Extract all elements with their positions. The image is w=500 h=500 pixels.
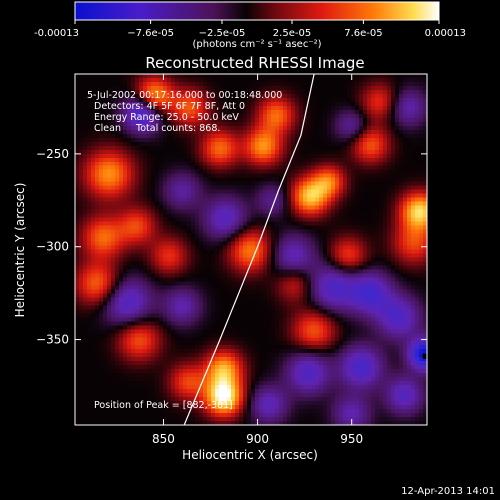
colorbar-tick-label: 7.6e-05 <box>344 28 382 39</box>
colorbar: -0.00013 −7.6e-05 −2.5e-05 2.5e-05 7.6e-05 0.… <box>34 1 466 50</box>
x-tick-label: 950 <box>340 432 363 446</box>
annotation-peak-position: Position of Peak = [882,-381] <box>94 400 233 411</box>
y-tick-label: −300 <box>36 240 69 254</box>
colorbar-tick-label: 0.00013 <box>425 28 466 39</box>
minimum-marker <box>422 353 427 359</box>
colorbar-tick-label: -0.00013 <box>34 28 79 39</box>
annotations: 5-Jul-2002 00:17:16.000 to 00:18:48.000 … <box>87 90 282 411</box>
y-tick-label: −250 <box>36 147 69 161</box>
colorbar-tick-label: 2.5e-05 <box>273 28 311 39</box>
footer-timestamp: 12-Apr-2013 14:01 <box>401 486 495 497</box>
y-axis: −250 −300 −350 <box>36 147 427 347</box>
heatmap-container <box>75 74 427 425</box>
colorbar-ticks: -0.00013 −7.6e-05 −2.5e-05 2.5e-05 7.6e-05 0.… <box>34 20 466 39</box>
y-tick-label: −350 <box>36 333 69 347</box>
x-tick-label: 900 <box>246 432 269 446</box>
x-axis: 850 900 950 <box>152 74 363 446</box>
x-tick-label: 850 <box>152 432 175 446</box>
annotation-energy-range: Energy Range: 25.0 - 50.0 keV <box>94 112 239 123</box>
colorbar-gradient <box>74 1 440 21</box>
x-axis-label: Heliocentric X (arcsec) <box>182 448 318 462</box>
annotation-clean-counts: Clean Total counts: 868. <box>94 123 220 134</box>
colorbar-tick-label: −7.6e-05 <box>127 28 174 39</box>
colorbar-tick-label: −2.5e-05 <box>199 28 246 39</box>
heatmap-image <box>75 74 427 425</box>
colorbar-unit-label: (photons cm⁻² s⁻¹ asec⁻²) <box>192 39 321 50</box>
y-axis-label: Heliocentric Y (arcsec) <box>13 183 27 318</box>
plot-frame <box>74 73 428 426</box>
solar-limb-curve <box>183 74 315 425</box>
chart-title: Reconstructed RHESSI Image <box>145 54 364 72</box>
annotation-detectors: Detectors: 4F 5F 6F 7F 8F, Att 0 <box>94 101 245 112</box>
annotation-time-range: 5-Jul-2002 00:17:16.000 to 00:18:48.000 <box>87 90 282 101</box>
